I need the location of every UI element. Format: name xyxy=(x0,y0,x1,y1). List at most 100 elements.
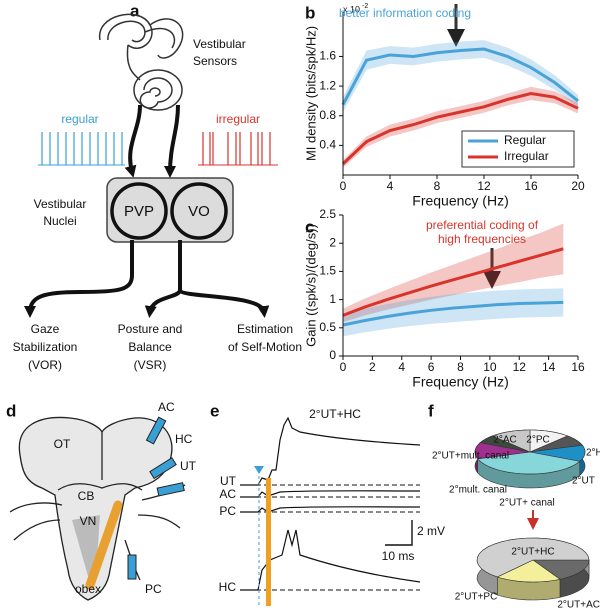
pie-slice xyxy=(479,435,531,453)
node-label: PVP xyxy=(124,203,154,220)
panel-label: b xyxy=(305,3,315,22)
output-label: (VOR) xyxy=(28,358,62,372)
series-line xyxy=(342,247,564,317)
pie-label: 2°UT+mult. canal xyxy=(432,451,509,462)
node-label: VO xyxy=(188,203,210,220)
label: irregular xyxy=(216,112,260,126)
x-tick-label: 20 xyxy=(571,179,585,193)
label: Vestibular xyxy=(193,37,246,51)
trace-label: UT xyxy=(220,474,237,488)
y-tick-label: 1 xyxy=(329,292,336,306)
pie-label: 2°UT+ canal xyxy=(499,498,554,509)
x-tick-label: 8 xyxy=(457,360,464,374)
stim-window xyxy=(266,478,271,606)
recording-site xyxy=(85,500,123,590)
x-axis-label: Frequency (Hz) xyxy=(412,374,508,390)
pie-label: 2°PC xyxy=(526,435,549,446)
output-label: Balance xyxy=(128,340,172,354)
annotation: better information coding xyxy=(339,6,471,20)
output-label: Gaze xyxy=(31,322,60,336)
vo-node xyxy=(170,182,228,240)
pie-label: 2°UT+HC xyxy=(511,547,554,558)
arrow xyxy=(164,104,180,178)
pie-label: 2°mult. canal xyxy=(449,485,507,496)
y-tick-label: 2.5 xyxy=(319,207,336,221)
label: regular xyxy=(61,112,98,126)
x-tick-label: 12 xyxy=(477,179,491,193)
pie-label: 2°UT xyxy=(572,476,595,487)
x-tick-label: 0 xyxy=(340,179,347,193)
pie-slice xyxy=(477,451,581,475)
trace-label: AC xyxy=(219,487,236,501)
spike-trains xyxy=(38,132,278,166)
output-label: Estimation xyxy=(237,322,293,336)
anatomy-label: CB xyxy=(78,489,95,503)
x-tick-label: 16 xyxy=(524,179,538,193)
pie-slice xyxy=(529,444,586,462)
x-tick-label: 8 xyxy=(434,179,441,193)
output-label: Posture and xyxy=(118,322,183,336)
y-tick-label: 0.4 xyxy=(319,138,336,152)
outputs: Gaze Stabilization (VOR) Posture and Balance… xyxy=(13,322,302,372)
confidence-band xyxy=(343,86,578,168)
y-tick-label: 1.6 xyxy=(319,49,336,63)
panel-label: d xyxy=(6,401,16,420)
pie-slice xyxy=(474,442,531,460)
series-line xyxy=(342,300,564,327)
scale-label: 10 ms xyxy=(382,549,415,563)
anatomy-label: HC xyxy=(175,432,193,446)
series-line xyxy=(341,47,579,106)
pie-label: 2°UT+AC xyxy=(557,600,600,611)
anatomy-label: obex xyxy=(75,582,101,596)
pie-slice xyxy=(529,429,569,453)
label: Nuclei xyxy=(43,214,76,228)
x-tick-label: 6 xyxy=(428,360,435,374)
legend-box xyxy=(461,130,575,168)
anatomy-label: UT xyxy=(180,459,197,473)
traces xyxy=(240,416,421,591)
trace-title: 2°UT+HC xyxy=(309,407,361,421)
inner-ear xyxy=(99,13,184,111)
pie-slice xyxy=(529,435,583,453)
x-tick-label: 2 xyxy=(369,360,376,374)
output-label: Stabilization xyxy=(13,340,78,354)
anatomy-label: OT xyxy=(54,437,71,451)
output-label: (VSR) xyxy=(134,358,167,372)
confidence-band xyxy=(343,40,578,113)
pie-slice xyxy=(532,559,590,580)
y-axis-label: Gain ((spk/s)/(deg/s)) xyxy=(303,224,318,347)
anatomy-label: AC xyxy=(158,400,175,414)
trace-label: PC xyxy=(219,504,236,518)
x-axis-label: Frequency (Hz) xyxy=(412,193,508,209)
label: Sensors xyxy=(193,54,237,68)
panel-label: c xyxy=(305,217,314,236)
axis-multiplier-exp: -2 xyxy=(362,3,368,10)
pie-label: 2°UT+PC xyxy=(455,592,498,603)
y-tick-label: 2 xyxy=(329,235,336,249)
series-line xyxy=(341,91,579,165)
label: Vestibular xyxy=(34,197,87,211)
x-tick-label: 12 xyxy=(513,360,527,374)
pvp-node xyxy=(110,182,168,240)
brain-labels: OT CB VN obex AC HC UT PC xyxy=(54,400,197,596)
confidence-band xyxy=(343,288,564,337)
axis-multiplier: x 10 xyxy=(343,4,360,14)
trace-label: HC xyxy=(219,580,237,594)
electrodes xyxy=(127,416,185,580)
arrow xyxy=(144,289,182,318)
x-tick-label: 10 xyxy=(483,360,497,374)
scale-label: 2 mV xyxy=(417,524,445,538)
pie-slice xyxy=(496,559,561,583)
x-tick-label: 0 xyxy=(340,360,347,374)
anatomy-label: VN xyxy=(80,514,97,528)
panel-label: f xyxy=(428,401,434,420)
anatomy-label: PC xyxy=(145,582,162,596)
output-label: of Self-Motion xyxy=(228,340,302,354)
x-tick-label: 4 xyxy=(387,179,394,193)
panel-label: a xyxy=(130,1,140,20)
stim-marker xyxy=(254,466,264,474)
pie-label: 2°AC xyxy=(493,435,516,446)
